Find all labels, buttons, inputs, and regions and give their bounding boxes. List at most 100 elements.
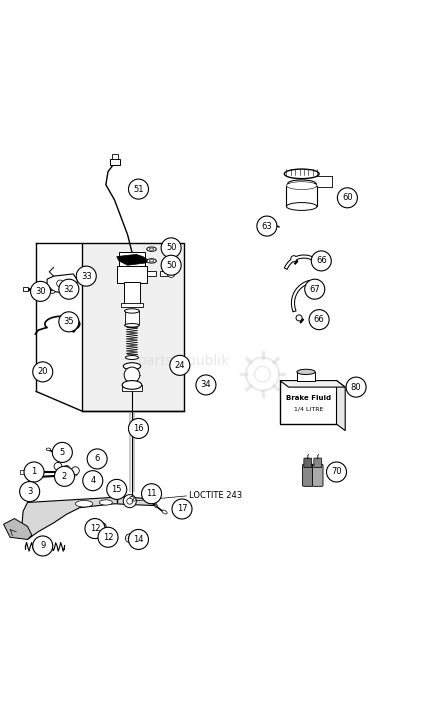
Circle shape	[33, 362, 53, 382]
Circle shape	[291, 256, 297, 262]
Text: 33: 33	[81, 271, 92, 281]
Circle shape	[170, 355, 190, 375]
Circle shape	[64, 466, 70, 471]
Text: 12: 12	[103, 533, 113, 542]
Circle shape	[326, 462, 346, 482]
Ellipse shape	[124, 309, 139, 313]
Text: 5: 5	[60, 448, 65, 457]
Circle shape	[128, 529, 148, 549]
Bar	[113, 155, 118, 160]
Bar	[121, 303, 143, 307]
Ellipse shape	[149, 248, 154, 251]
Text: 12: 12	[90, 524, 100, 533]
Text: Brake Fluid: Brake Fluid	[286, 395, 331, 401]
Ellipse shape	[123, 362, 141, 370]
Circle shape	[60, 288, 68, 296]
Text: 66: 66	[314, 316, 325, 324]
Polygon shape	[21, 497, 154, 539]
FancyBboxPatch shape	[313, 464, 323, 487]
Bar	[122, 385, 142, 391]
Polygon shape	[280, 380, 345, 387]
Circle shape	[85, 518, 105, 539]
FancyBboxPatch shape	[314, 458, 322, 468]
Circle shape	[63, 290, 66, 294]
Circle shape	[24, 462, 44, 482]
Ellipse shape	[286, 182, 317, 189]
Ellipse shape	[46, 448, 50, 451]
Text: 1/4 LITRE: 1/4 LITRE	[293, 406, 323, 412]
Circle shape	[296, 315, 302, 321]
Text: 32: 32	[64, 284, 74, 294]
Ellipse shape	[297, 369, 315, 375]
Ellipse shape	[155, 503, 157, 508]
Text: 70: 70	[331, 467, 342, 477]
Circle shape	[167, 269, 175, 277]
Bar	[119, 252, 145, 267]
Bar	[286, 186, 317, 206]
Circle shape	[161, 238, 181, 258]
Circle shape	[54, 462, 62, 470]
Text: 66: 66	[316, 256, 327, 266]
Circle shape	[93, 455, 97, 459]
Ellipse shape	[49, 290, 55, 293]
Ellipse shape	[162, 510, 167, 514]
FancyBboxPatch shape	[303, 464, 313, 487]
Text: 15: 15	[112, 485, 122, 494]
Ellipse shape	[147, 258, 156, 263]
Circle shape	[108, 531, 117, 541]
Polygon shape	[117, 254, 149, 265]
Circle shape	[33, 536, 53, 556]
Ellipse shape	[130, 497, 134, 500]
Circle shape	[346, 377, 366, 397]
Text: 16: 16	[133, 424, 144, 433]
Circle shape	[305, 279, 325, 299]
Bar	[23, 287, 28, 291]
Circle shape	[128, 179, 148, 199]
Bar	[117, 266, 147, 282]
Bar	[297, 372, 315, 380]
Circle shape	[257, 216, 277, 236]
Text: 63: 63	[261, 222, 272, 230]
Circle shape	[161, 256, 181, 275]
Circle shape	[127, 498, 133, 504]
Circle shape	[99, 525, 104, 529]
Text: 50: 50	[166, 243, 177, 253]
Text: 11: 11	[146, 490, 157, 498]
Text: 35: 35	[64, 318, 74, 326]
Polygon shape	[4, 518, 32, 539]
Circle shape	[110, 534, 115, 538]
Text: 17: 17	[177, 505, 187, 513]
Text: 6: 6	[95, 454, 100, 464]
Bar	[160, 271, 171, 276]
Bar	[124, 282, 140, 305]
Ellipse shape	[288, 180, 316, 187]
Polygon shape	[82, 243, 184, 411]
Ellipse shape	[147, 247, 156, 251]
Circle shape	[128, 536, 131, 540]
Circle shape	[128, 419, 148, 438]
Bar	[20, 470, 25, 474]
Bar	[110, 159, 120, 165]
Circle shape	[52, 443, 72, 462]
Text: 60: 60	[342, 193, 353, 202]
Circle shape	[87, 449, 107, 469]
Circle shape	[98, 527, 118, 547]
FancyBboxPatch shape	[304, 458, 312, 468]
Ellipse shape	[99, 500, 113, 505]
Circle shape	[59, 312, 79, 332]
Circle shape	[71, 466, 79, 474]
Circle shape	[54, 466, 74, 487]
Circle shape	[76, 266, 96, 286]
Circle shape	[309, 310, 329, 330]
Circle shape	[97, 523, 106, 532]
Text: 9: 9	[40, 542, 46, 550]
Circle shape	[57, 280, 64, 287]
Ellipse shape	[122, 380, 142, 389]
Text: 4: 4	[90, 477, 95, 485]
Circle shape	[196, 375, 216, 395]
Text: 34: 34	[201, 380, 211, 389]
Bar	[288, 183, 316, 187]
Ellipse shape	[149, 260, 154, 262]
Ellipse shape	[125, 355, 138, 360]
Circle shape	[83, 471, 103, 491]
